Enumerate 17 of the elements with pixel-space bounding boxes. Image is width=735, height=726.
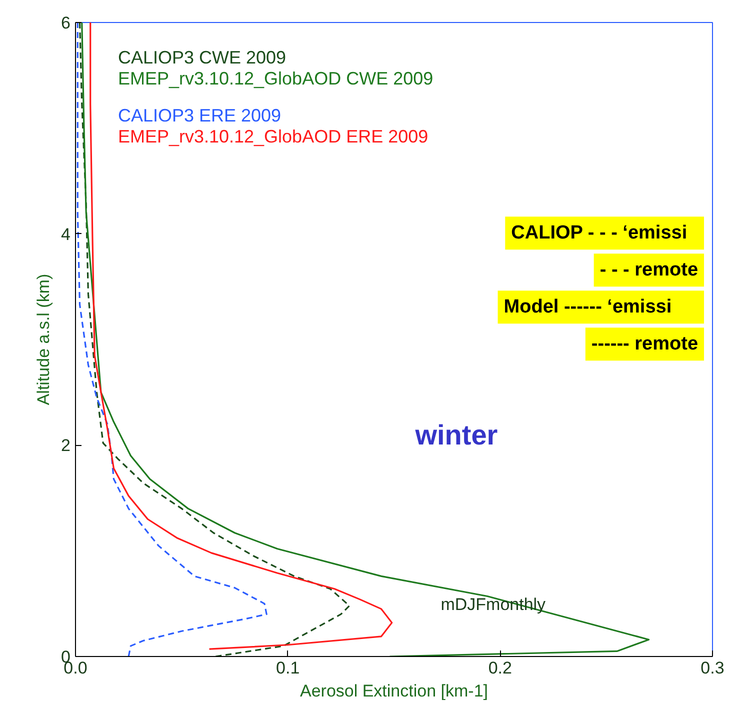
series-label: EMEP_rv3.10.12_GlobAOD CWE 2009 bbox=[118, 68, 434, 89]
text: CALIOP3 ERE 2009 bbox=[118, 105, 282, 126]
y-tick-label: 2 bbox=[61, 436, 71, 456]
text: CALIOP3 CWE 2009 bbox=[118, 47, 286, 68]
annotation: Model ------ ‘emissi bbox=[504, 296, 672, 318]
annotation: winter bbox=[414, 419, 498, 450]
x-tick-label: 0.1 bbox=[276, 658, 300, 678]
series-label: EMEP_rv3.10.12_GlobAOD ERE 2009 bbox=[118, 126, 428, 147]
annotation: ------ remote bbox=[591, 334, 698, 355]
y-tick-label: 6 bbox=[61, 14, 71, 32]
annotation: CALIOP - - - ‘emissi bbox=[511, 222, 688, 244]
x-tick-label: 0.2 bbox=[488, 658, 512, 678]
y-axis-title: Altitude a.s.l (km) bbox=[34, 274, 54, 406]
x-axis-title: Aerosol Extinction [km-1] bbox=[300, 682, 488, 700]
x-tick-label: 0.3 bbox=[700, 658, 724, 678]
annotation: - - - remote bbox=[600, 260, 698, 281]
y-tick-label: 4 bbox=[61, 224, 71, 244]
